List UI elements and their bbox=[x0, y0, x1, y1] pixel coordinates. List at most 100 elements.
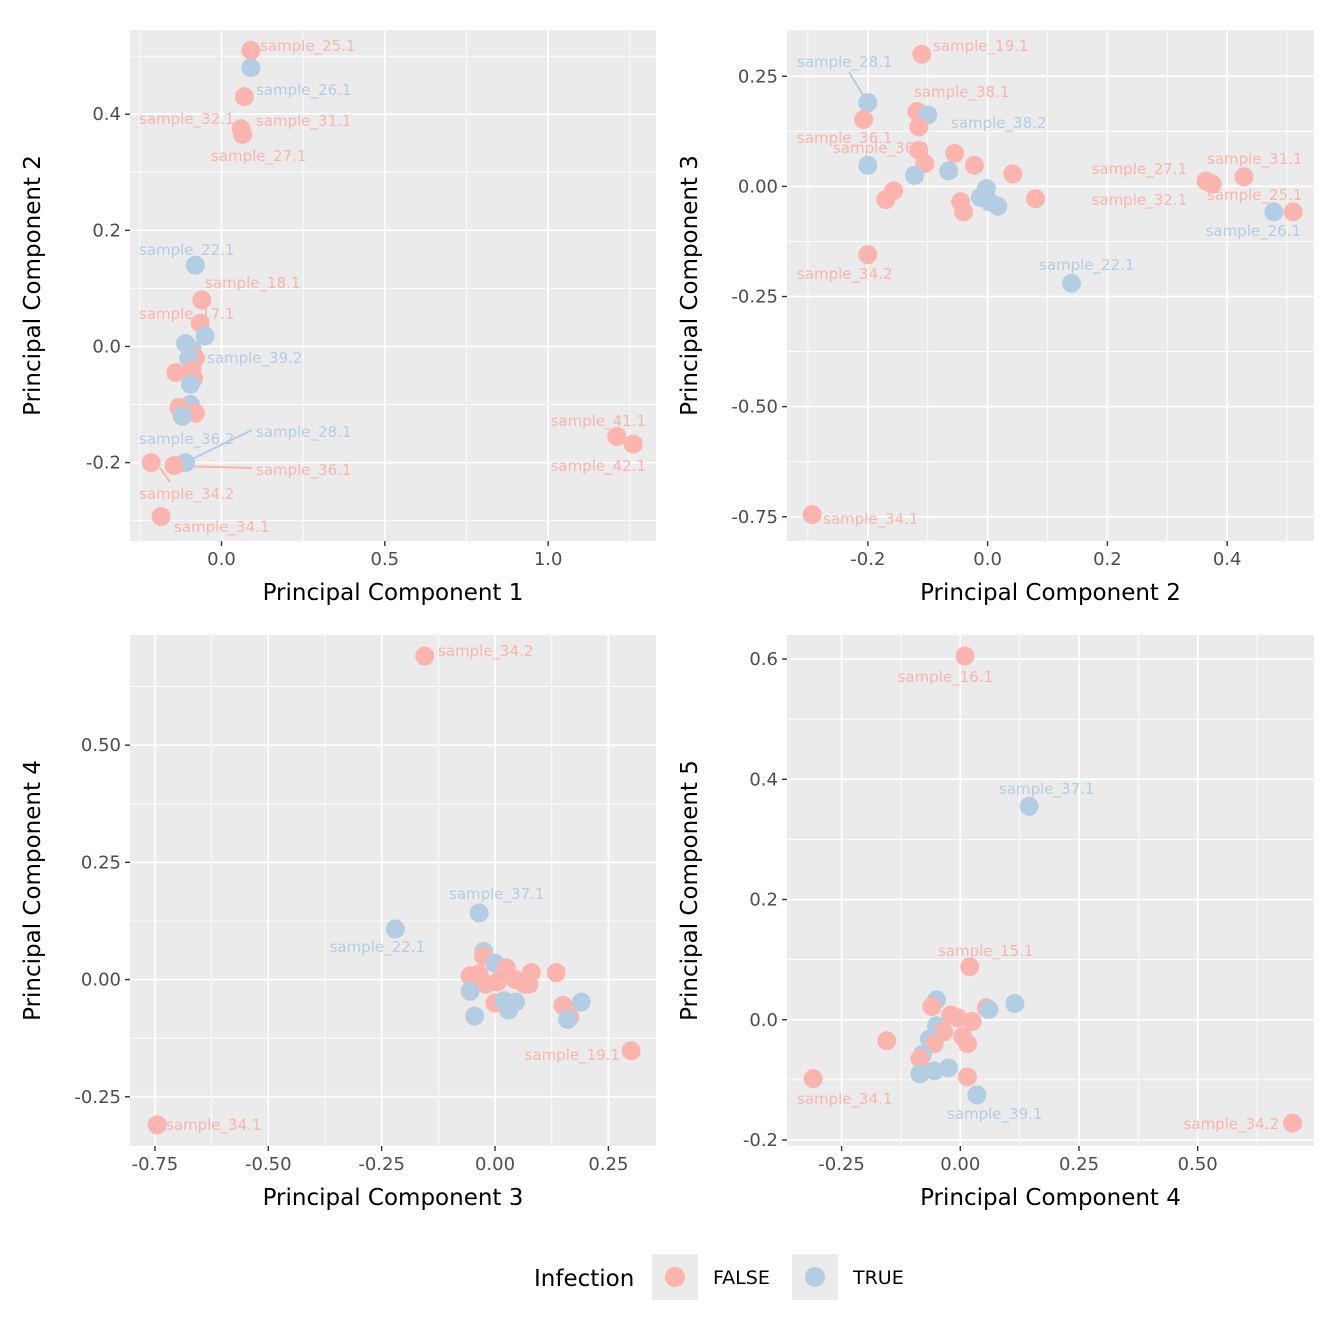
point-label: sample_25.1 bbox=[260, 37, 355, 56]
x-axis-title: Principal Component 2 bbox=[920, 580, 1181, 606]
x-tick-label: 0.2 bbox=[1093, 549, 1122, 570]
data-point-false bbox=[1026, 189, 1046, 209]
data-point-false bbox=[141, 453, 161, 473]
y-axis-title: Principal Component 4 bbox=[20, 760, 46, 1021]
panel-background bbox=[130, 30, 656, 541]
point-label: sample_15.1 bbox=[938, 942, 1033, 961]
point-label: sample_39.1 bbox=[947, 1105, 1042, 1124]
data-point-false bbox=[909, 117, 929, 137]
legend-label-true: TRUE bbox=[852, 1267, 904, 1289]
panel-3: -0.75 -0.50 -0.25 0.00 0.25 -0.25 0.00 0.25 0.50… bbox=[20, 635, 656, 1211]
data-point-false bbox=[876, 190, 896, 210]
point-label: sample_38.1 bbox=[914, 83, 1009, 102]
data-point-false bbox=[1234, 167, 1254, 187]
x-tick-label: -0.50 bbox=[245, 1154, 292, 1175]
panel-1: 0.0 0.5 1.0 -0.2 0.0 0.2 0.4 Principal Componen… bbox=[20, 30, 656, 606]
data-point-true bbox=[939, 161, 959, 181]
data-point-true bbox=[910, 1064, 930, 1084]
x-tick-label: 0.5 bbox=[371, 549, 400, 570]
data-point-true bbox=[905, 165, 925, 185]
point-label: sample_36.1 bbox=[256, 461, 351, 480]
x-axis-title: Principal Component 3 bbox=[263, 1185, 524, 1211]
data-point-true bbox=[1005, 994, 1025, 1014]
y-tick-label: 0.4 bbox=[92, 104, 121, 125]
point-label: sample_19.1 bbox=[525, 1046, 620, 1065]
data-point-true bbox=[571, 992, 591, 1012]
point-label: sample_16.1 bbox=[898, 668, 993, 687]
point-label: sample_41.1 bbox=[551, 412, 646, 431]
legend-title: Infection bbox=[534, 1266, 634, 1292]
data-point-false bbox=[957, 1067, 977, 1087]
point-label: sample_36.1 bbox=[797, 129, 892, 148]
legend: Infection FALSE TRUE bbox=[534, 1254, 904, 1300]
x-tick-label: -0.75 bbox=[132, 1154, 179, 1175]
y-tick-label: 0.50 bbox=[81, 735, 121, 756]
data-point-false bbox=[1283, 1113, 1303, 1133]
point-label: sample_27.1 bbox=[211, 147, 306, 166]
point-label: sample_38.2 bbox=[951, 114, 1046, 133]
point-label: sample_32.1 bbox=[139, 110, 234, 129]
y-tick-label: 0.00 bbox=[738, 176, 778, 197]
data-point-false bbox=[1003, 164, 1023, 184]
x-tick-label: 0.0 bbox=[207, 549, 236, 570]
legend-label-false: FALSE bbox=[713, 1267, 770, 1289]
data-point-false bbox=[912, 44, 932, 64]
y-tick-label: 0.25 bbox=[81, 852, 121, 873]
x-axis-title: Principal Component 4 bbox=[920, 1185, 1181, 1211]
data-point-false bbox=[1283, 202, 1303, 222]
x-tick-label: 0.00 bbox=[475, 1154, 515, 1175]
point-label: sample_36.2 bbox=[139, 430, 234, 449]
data-point-false bbox=[607, 426, 627, 446]
point-label: sample_22.1 bbox=[139, 241, 234, 260]
y-tick-label: 0.25 bbox=[738, 66, 778, 87]
data-point-true bbox=[979, 1000, 999, 1020]
point-label: sample_39.2 bbox=[207, 349, 302, 368]
x-tick-label: -0.25 bbox=[358, 1154, 405, 1175]
point-label: sample_34.2 bbox=[1184, 1115, 1279, 1134]
y-tick-label: 0.0 bbox=[92, 336, 121, 357]
data-point-false bbox=[910, 1049, 930, 1069]
x-tick-label: 0.25 bbox=[1059, 1154, 1099, 1175]
panel-2: -0.2 0.0 0.2 0.4 -0.75 -0.50 -0.25 0.00 0.25 Prin… bbox=[677, 30, 1314, 606]
data-point-true bbox=[499, 1000, 519, 1020]
y-tick-label: 0.00 bbox=[81, 970, 121, 991]
data-point-false bbox=[962, 1012, 982, 1032]
point-label: sample_27.1 bbox=[1092, 160, 1187, 179]
point-label: sample_34.1 bbox=[797, 1090, 892, 1109]
data-point-false bbox=[621, 1041, 641, 1061]
y-axis-title: Principal Component 3 bbox=[677, 155, 703, 416]
data-point-false bbox=[151, 507, 171, 527]
data-point-true bbox=[172, 406, 192, 426]
data-point-true bbox=[180, 374, 200, 394]
data-point-false bbox=[955, 646, 975, 666]
x-tick-label: 0.00 bbox=[940, 1154, 980, 1175]
y-tick-label: 0.0 bbox=[749, 1010, 778, 1031]
data-point-false bbox=[858, 245, 878, 265]
data-point-false bbox=[233, 125, 253, 145]
label-connector bbox=[159, 467, 171, 483]
x-tick-label: 0.50 bbox=[1178, 1154, 1218, 1175]
data-point-true bbox=[1061, 273, 1081, 293]
data-point-false bbox=[1202, 174, 1222, 194]
point-label: sample_19.1 bbox=[933, 37, 1028, 56]
point-label: sample_34.1 bbox=[166, 1116, 261, 1135]
x-tick-label: -0.25 bbox=[818, 1154, 865, 1175]
data-point-true bbox=[967, 1085, 987, 1105]
x-tick-label: 0.0 bbox=[973, 549, 1002, 570]
point-label: sample_32.1 bbox=[1092, 191, 1187, 210]
point-label: sample_22.1 bbox=[330, 938, 425, 957]
data-point-false bbox=[623, 434, 643, 454]
legend-key-true-marker bbox=[805, 1267, 825, 1287]
point-label: sample_17.1 bbox=[139, 305, 234, 324]
x-tick-label: -0.2 bbox=[850, 549, 885, 570]
data-point-true bbox=[185, 255, 205, 275]
data-point-false bbox=[519, 974, 539, 994]
data-point-true bbox=[858, 93, 878, 113]
data-point-true bbox=[1019, 796, 1039, 816]
data-point-false bbox=[147, 1115, 167, 1135]
point-label: sample_34.1 bbox=[823, 510, 918, 529]
point-label: sample_34.2 bbox=[797, 265, 892, 284]
data-point-false bbox=[546, 963, 566, 983]
data-point-true bbox=[1264, 202, 1284, 222]
